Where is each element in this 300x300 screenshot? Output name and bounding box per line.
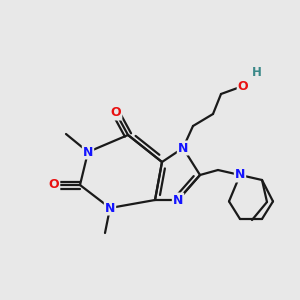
Text: N: N [235,169,245,182]
Text: N: N [178,142,188,154]
Text: O: O [111,106,121,119]
Text: H: H [252,65,262,79]
Text: N: N [173,194,183,206]
Text: O: O [49,178,59,191]
Text: N: N [105,202,115,214]
Text: N: N [83,146,93,158]
Text: O: O [238,80,248,92]
